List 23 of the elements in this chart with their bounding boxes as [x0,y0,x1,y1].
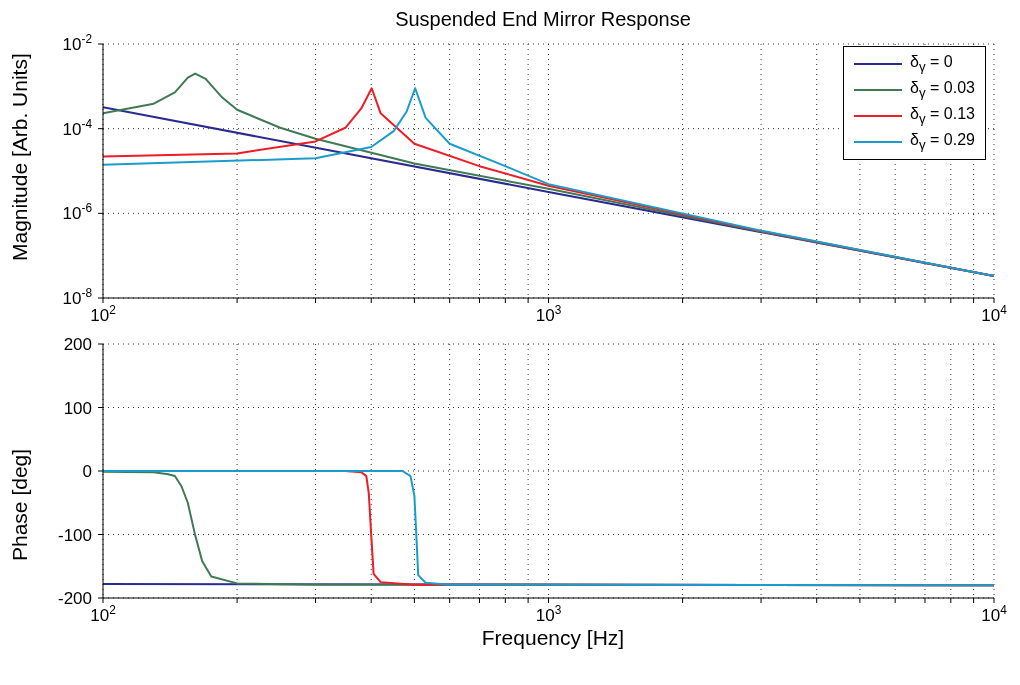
y-axis-title: Phase [deg] [8,448,32,561]
x-tick-label: 10$^{3}$ [535,303,562,325]
y-tick-label: 10$^{-6}$ [62,201,93,224]
y-tick-label: 10$^{-2}$ [62,32,93,54]
x-tick-label: 10$^{4}$ [981,603,1008,625]
y-tick-label: -200 [57,589,92,608]
y-tick-label: 0 [82,462,92,481]
y-tick-label: 10$^{-8}$ [62,286,93,308]
y-tick-label: 10$^{-4}$ [62,116,93,139]
legend-label: δ$_{γ}$ = 0.13 [910,105,975,127]
legend-label: δ$_{γ}$ = 0 [910,53,953,75]
x-tick-label: 10$^{4}$ [981,303,1008,325]
y-tick-label: 100 [63,398,92,418]
x-tick-label: 10$^{2}$ [90,603,117,625]
x-axis-title: Frequency [Hz] [480,626,626,650]
x-tick-label: 10$^{2}$ [90,303,117,325]
legend-label: δ$_{γ}$ = 0.29 [910,131,975,153]
y-tick-label: 200 [63,335,92,354]
legend-label: δ$_{γ}$ = 0.03 [910,79,975,101]
y-axis-title: Magnitude [Arb. Units] [8,53,32,261]
chart-title: Suspended End Mirror Response [394,8,692,30]
y-tick-label: -100 [57,525,92,545]
x-tick-label: 10$^{3}$ [535,603,562,625]
